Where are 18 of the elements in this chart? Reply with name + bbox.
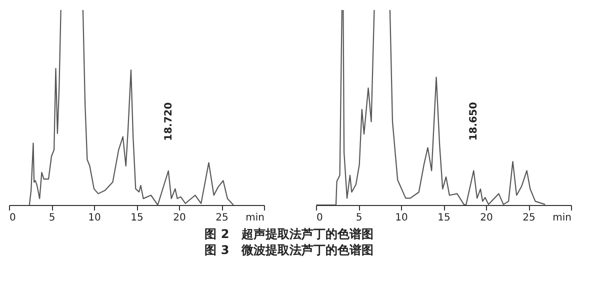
annotation: 18.650: [468, 102, 480, 141]
x-tick-label: 10: [395, 212, 408, 224]
x-tick-label: 0: [10, 212, 16, 224]
caption: 图 3 微波提取法芦丁的色谱图: [204, 243, 374, 257]
x-tick-label: 10: [88, 212, 101, 224]
x-tick-label: 15: [130, 212, 144, 224]
x-tick-label: 25: [216, 212, 228, 224]
x-tick-label: 25: [522, 212, 536, 224]
x-tick-label: 5: [48, 212, 56, 224]
annotation: 18.720: [163, 102, 174, 141]
x-tick-label: min: [552, 212, 572, 224]
x-tick-label: 20: [480, 212, 493, 224]
x-tick-label: 0: [316, 212, 323, 224]
x-tick-label: 5: [356, 212, 362, 224]
x-tick-label: 15: [438, 212, 450, 224]
caption: 图 2 超声提取法芦丁的色谱图: [204, 227, 374, 241]
x-tick-label: min: [246, 212, 264, 224]
x-tick-label: 20: [173, 212, 186, 224]
